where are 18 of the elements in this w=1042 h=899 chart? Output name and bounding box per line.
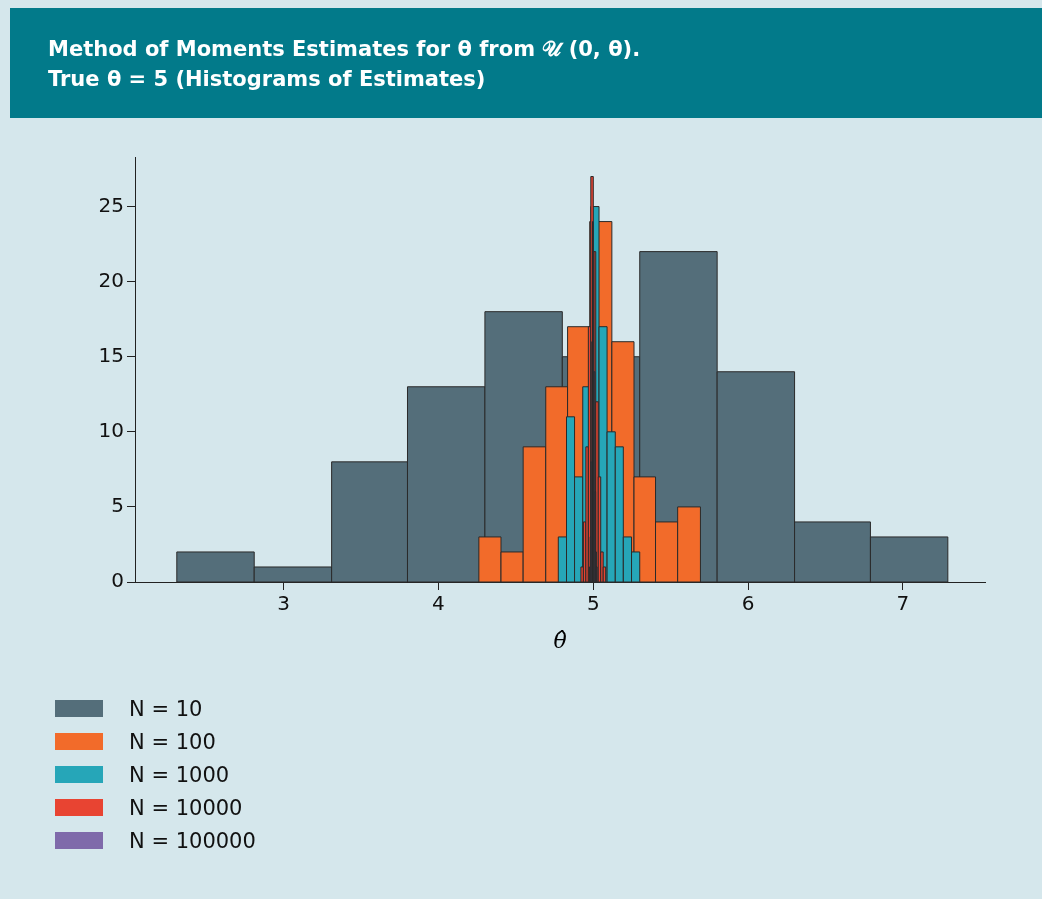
chart-title: Method of Moments Estimates for θ from 𝒰 (0, θ). True θ = 5 (Histograms of Estimates)	[48, 36, 641, 93]
x-tick-label: 5	[586, 591, 600, 616]
y-tick-label: 20	[98, 267, 124, 292]
legend-label: N = 10000	[129, 795, 243, 820]
y-tick-label: 5	[111, 493, 124, 518]
x-axis-title: θ̂	[552, 628, 568, 653]
legend-label: N = 100	[129, 729, 216, 754]
x-tick-label: 7	[896, 591, 910, 616]
x-tick-label: 4	[432, 591, 445, 616]
x-tick-label: 6	[741, 591, 755, 616]
legend-label: N = 1000	[129, 762, 230, 787]
y-tick-label: 0	[111, 568, 124, 593]
legend-label: N = 10	[129, 696, 203, 721]
x-tick-label: 3	[277, 591, 290, 616]
legend-label: N = 100000	[129, 828, 256, 853]
y-tick-label: 15	[98, 342, 124, 367]
y-tick-label: 25	[98, 192, 124, 217]
y-tick-label: 10	[98, 418, 124, 443]
